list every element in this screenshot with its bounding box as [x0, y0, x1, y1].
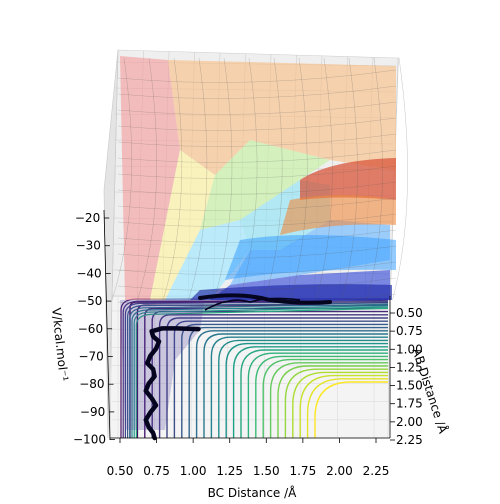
contour-line	[129, 301, 388, 438]
contour-line	[129, 303, 388, 438]
surface-wall	[120, 298, 205, 430]
contour-line	[247, 352, 388, 438]
z-tick-label: −100	[73, 433, 106, 447]
y-tick-label: 2.25	[396, 433, 423, 447]
surface-band	[120, 56, 180, 300]
contour-line	[173, 320, 388, 438]
y-tick-labels: 0.50 0.75 1.00 1.25 1.50 1.75 2.00 2.25	[390, 306, 423, 447]
x-tick-label: 2.00	[326, 464, 353, 478]
z-tick-label: −70	[78, 350, 103, 364]
contour-line	[292, 371, 388, 438]
z-tick-labels: −20 −30 −40 −50 −60 −70 −80 −90 −100	[73, 211, 115, 447]
contour-line	[277, 365, 388, 438]
contour-line	[269, 362, 388, 438]
y-tick-label: 0.50	[396, 306, 423, 320]
contour-line	[188, 326, 388, 438]
y-tick-label: 1.75	[396, 397, 423, 411]
contour-line	[232, 346, 388, 438]
x-tick-label: 1.25	[216, 464, 243, 478]
x-tick-labels: 0.50 0.75 1.00 1.25 1.50 1.75 2.00 2.25	[107, 438, 390, 478]
z-tick-label: −40	[76, 266, 101, 280]
x-tick-label: 2.25	[363, 464, 390, 478]
contour-line	[133, 306, 388, 438]
surface-ridge	[300, 158, 396, 200]
x-tick-label: 0.50	[107, 464, 134, 478]
z-axis-label: V/kcal.mol⁻¹	[49, 307, 71, 382]
y-tick-label: 0.75	[396, 324, 423, 338]
z-tick-label: −80	[79, 377, 104, 391]
contour-line	[240, 349, 388, 438]
contour-line	[218, 339, 388, 438]
y-tick-label: 1.00	[396, 342, 423, 356]
z-tick-label: −50	[77, 294, 102, 308]
contour-line	[124, 301, 388, 438]
contour-line	[158, 314, 388, 438]
surface-band	[225, 235, 396, 280]
surface-ridge	[280, 195, 396, 235]
z-tick-label: −20	[75, 211, 100, 225]
x-axis-label: BC Distance /Å	[208, 485, 298, 500]
contour-line	[210, 336, 388, 438]
x-tick-label: 1.75	[289, 464, 316, 478]
x-tick-label: 1.00	[180, 464, 207, 478]
contour-line	[122, 299, 388, 438]
x-tick-label: 1.50	[253, 464, 280, 478]
trajectory-path	[143, 326, 201, 441]
contour-line	[195, 330, 388, 438]
energy-surface	[111, 56, 408, 430]
contour-line	[299, 374, 388, 438]
contour-line	[255, 355, 388, 438]
z-axis-line	[103, 209, 111, 441]
trajectory-layer	[143, 293, 332, 441]
x-tick-label: 0.75	[143, 464, 170, 478]
contour-line	[284, 368, 388, 438]
surface-band	[150, 150, 215, 300]
surface-band	[165, 220, 250, 300]
contour-line	[127, 302, 388, 438]
contour-line	[225, 342, 388, 438]
y-tick-label: 2.00	[396, 415, 423, 429]
contour-line	[131, 305, 388, 438]
contour-line	[135, 307, 388, 438]
contour-line	[314, 381, 388, 438]
contour-line	[262, 358, 388, 438]
trajectory-surface	[198, 293, 332, 305]
z-tick-label: −60	[78, 322, 103, 336]
contour-line	[203, 333, 388, 438]
trajectory-surface	[204, 297, 301, 311]
surface-band	[200, 140, 330, 230]
z-tick-label: −30	[76, 239, 101, 253]
contour-line	[306, 378, 388, 438]
surface-band	[250, 62, 396, 170]
y-tick-label: 1.25	[396, 360, 423, 374]
surface-band	[168, 60, 250, 175]
y-tick-label: 1.50	[396, 379, 423, 393]
z-tick-label: −90	[80, 405, 105, 419]
